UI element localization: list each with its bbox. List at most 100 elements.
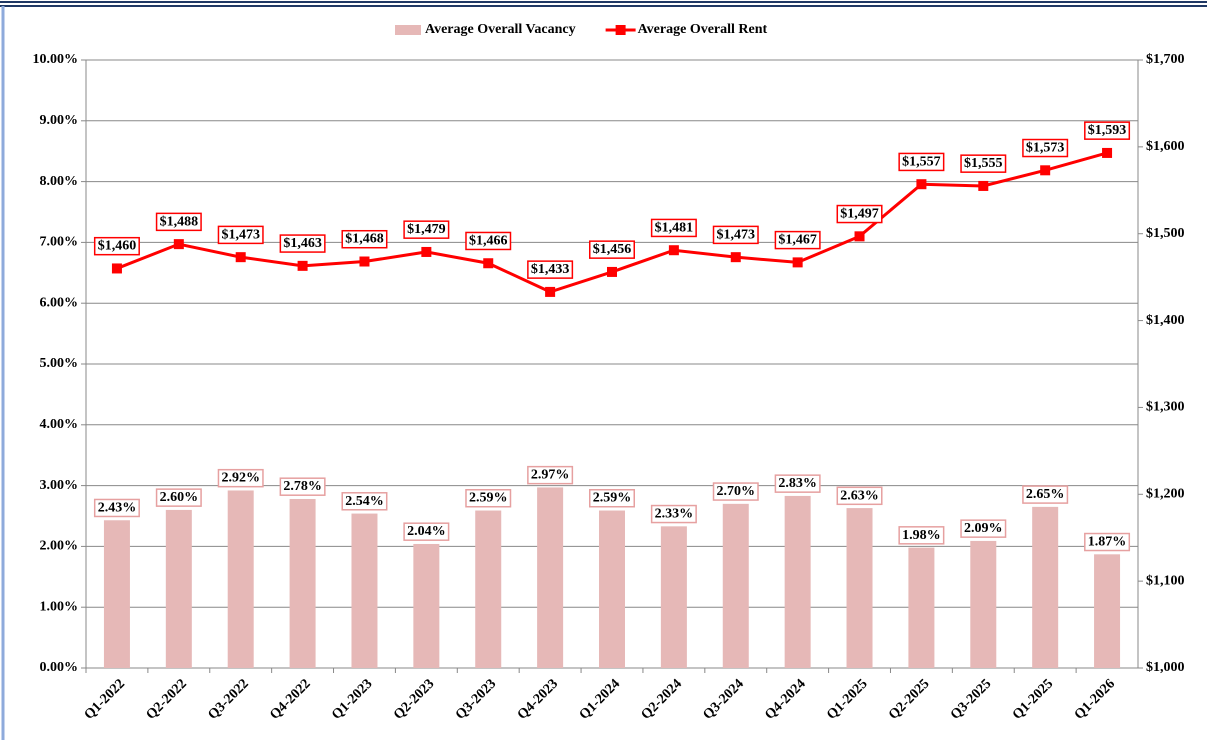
- y-tick-label: 5.00%: [40, 356, 79, 371]
- data-label-box: [836, 204, 883, 224]
- marker: [235, 252, 246, 263]
- data-label-group: 2.70%: [712, 482, 759, 501]
- data-label-group: 2.63%: [836, 486, 883, 506]
- data-label-group: $1,463: [279, 234, 326, 253]
- x-tick-label: Q3-2025: [948, 676, 994, 722]
- marker: [1102, 147, 1113, 158]
- y-tick-label: 9.00%: [40, 113, 79, 128]
- data-label: 2.09%: [964, 521, 1003, 536]
- marker: [916, 179, 927, 190]
- x-tick-label: Q1-2025: [824, 676, 870, 722]
- y-tick-label: 7.00%: [40, 235, 79, 250]
- bar: [722, 503, 749, 668]
- data-label-box: [341, 492, 388, 511]
- x-tick-label: Q1-2022: [82, 676, 128, 722]
- y-tick-label: 3.00%: [40, 478, 79, 493]
- data-label-box: [712, 482, 759, 501]
- y2-tick-label: $1,600: [1146, 139, 1185, 154]
- data-label-box: [155, 212, 202, 232]
- data-label: 2.78%: [283, 479, 322, 494]
- legend-swatch: [615, 25, 626, 35]
- data-label-group: 1.98%: [898, 526, 945, 545]
- y2-tick-label: $1,400: [1146, 313, 1185, 328]
- data-label-group: 2.54%: [341, 492, 388, 511]
- bar: [413, 543, 440, 668]
- marker: [359, 256, 370, 267]
- data-label: 2.63%: [840, 488, 879, 503]
- data-label-box: [898, 152, 945, 172]
- bar: [103, 520, 130, 668]
- legend-swatch: [395, 25, 421, 35]
- x-tick-label: Q4-2023: [515, 676, 561, 722]
- data-label: $1,468: [345, 232, 384, 247]
- data-label: $1,466: [469, 233, 508, 248]
- x-tick-label: Q3-2023: [453, 676, 499, 722]
- x-tick-label: Q1-2026: [1072, 676, 1118, 722]
- data-label-box: [589, 488, 635, 508]
- x-tick-label: Q2-2023: [391, 676, 437, 722]
- data-label: $1,481: [655, 220, 694, 235]
- data-label-group: 2.65%: [1022, 485, 1069, 504]
- bar: [1032, 506, 1059, 668]
- bar: [475, 510, 502, 668]
- data-label-box: [650, 504, 697, 524]
- marker: [792, 257, 803, 268]
- marker: [421, 246, 432, 257]
- data-label-group: $1,456: [589, 240, 635, 259]
- data-label: $1,463: [283, 236, 322, 251]
- x-tick-label: Q1-2023: [329, 676, 375, 722]
- marker: [978, 180, 989, 191]
- data-label-group: 2.59%: [589, 488, 635, 508]
- data-label: 2.83%: [778, 476, 817, 491]
- data-label: $1,456: [593, 242, 632, 257]
- data-label-group: $1,481: [650, 218, 697, 238]
- data-label-box: [155, 488, 202, 507]
- legend-label: Average Overall Vacancy: [425, 22, 576, 37]
- data-label-box: [589, 240, 635, 259]
- legend-label: Average Overall Rent: [638, 22, 768, 37]
- y-tick-label: 0.00%: [40, 660, 79, 675]
- data-label-group: 2.78%: [279, 477, 326, 496]
- data-label-box: [527, 465, 574, 485]
- data-label-group: $1,467: [774, 230, 821, 250]
- bar: [784, 495, 811, 668]
- data-label-group: $1,479: [403, 220, 450, 239]
- data-label: $1,555: [964, 156, 1003, 171]
- data-label-box: [465, 488, 512, 508]
- x-tick-label: Q3-2022: [205, 676, 251, 722]
- marker: [668, 245, 679, 256]
- data-label-box: [217, 225, 264, 245]
- bar: [351, 513, 378, 668]
- data-label: $1,460: [98, 239, 137, 254]
- data-label-box: [898, 526, 945, 545]
- bar: [599, 510, 625, 668]
- x-tick-label: Q2-2022: [144, 676, 190, 722]
- data-label: 2.04%: [407, 524, 446, 539]
- y2-tick-label: $1,100: [1146, 573, 1185, 588]
- bar: [660, 526, 687, 668]
- data-label: $1,573: [1026, 141, 1065, 156]
- data-label-group: 2.59%: [465, 488, 512, 508]
- data-label: 2.59%: [593, 491, 632, 506]
- data-label-box: [217, 468, 264, 488]
- data-label: 2.54%: [345, 494, 384, 509]
- data-label: 2.33%: [655, 507, 694, 522]
- data-label: 2.70%: [717, 484, 756, 499]
- data-label-box: [465, 231, 512, 251]
- data-label-group: $1,460: [93, 236, 140, 256]
- data-label: 2.65%: [1026, 487, 1065, 502]
- data-label-box: [960, 154, 1007, 173]
- data-label-group: 2.97%: [527, 465, 574, 485]
- marker: [111, 263, 122, 274]
- data-label-group: $1,573: [1022, 138, 1069, 158]
- data-label-box: [341, 229, 388, 249]
- data-label: $1,467: [778, 233, 817, 248]
- data-label-box: [650, 218, 697, 238]
- y2-tick-label: $1,700: [1146, 52, 1185, 67]
- data-label-box: [712, 225, 759, 245]
- bar: [970, 540, 997, 668]
- data-label-group: 2.43%: [93, 498, 140, 518]
- bar: [908, 547, 935, 668]
- data-label-group: 2.92%: [217, 468, 264, 488]
- data-label: $1,488: [160, 214, 199, 229]
